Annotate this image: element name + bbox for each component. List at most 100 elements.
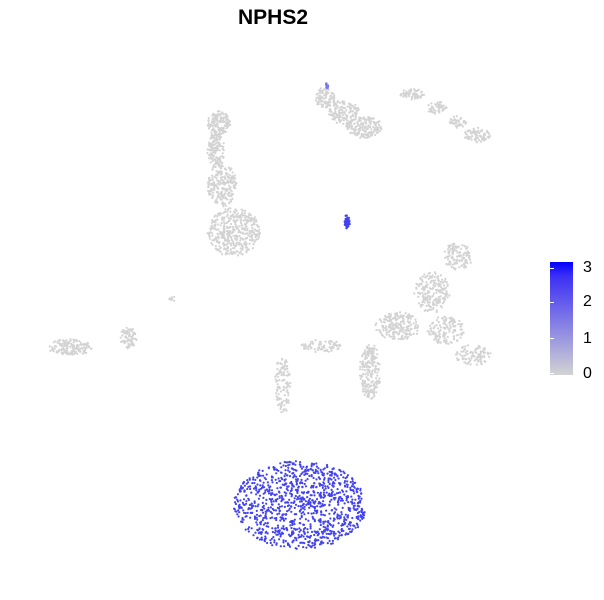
umap-point (468, 357, 471, 360)
umap-point (238, 506, 241, 509)
umap-point (336, 517, 339, 520)
umap-point (323, 467, 326, 470)
umap-point (423, 273, 426, 276)
umap-point (134, 337, 137, 341)
umap-point (223, 187, 227, 190)
umap-point (247, 248, 250, 251)
umap-point (51, 348, 55, 351)
umap-point (362, 124, 365, 127)
umap-point (247, 234, 250, 237)
umap-point (340, 534, 343, 537)
umap-point (385, 329, 388, 332)
umap-point (78, 347, 81, 350)
umap-point (219, 144, 222, 147)
umap-point (312, 517, 315, 520)
umap-point (338, 101, 341, 104)
umap-point (321, 348, 324, 351)
umap-point (297, 485, 300, 488)
umap-point (129, 329, 132, 332)
umap-point (218, 183, 221, 186)
umap-point (473, 359, 476, 362)
umap-point (404, 336, 407, 339)
umap-point (226, 208, 230, 211)
umap-point (243, 212, 246, 215)
umap-point (275, 468, 278, 471)
umap-point (457, 358, 460, 361)
umap-point (262, 517, 265, 520)
umap-point (240, 208, 243, 211)
umap-point (440, 104, 443, 107)
umap-point (337, 347, 340, 350)
umap-point (338, 112, 341, 115)
umap-point (313, 530, 316, 533)
umap-point (293, 474, 296, 477)
umap-point (253, 223, 256, 226)
umap-point (229, 207, 232, 210)
umap-point (216, 190, 219, 194)
umap-point (298, 510, 301, 513)
umap-point (232, 177, 235, 180)
umap-point (216, 149, 219, 152)
umap-point (295, 480, 298, 483)
umap-point (476, 347, 479, 350)
umap-point (328, 539, 331, 543)
umap-point (342, 122, 345, 125)
umap-point (221, 195, 224, 198)
umap-point (222, 203, 225, 206)
umap-point (217, 162, 220, 165)
umap-point (321, 486, 324, 489)
umap-point (321, 473, 324, 476)
umap-point (119, 336, 122, 339)
umap-point (397, 337, 400, 341)
umap-point (250, 491, 253, 494)
umap-point (217, 237, 220, 240)
umap-point (435, 319, 439, 322)
umap-point (271, 481, 274, 484)
umap-point (339, 499, 342, 502)
umap-point (363, 120, 366, 123)
umap-point (350, 495, 353, 498)
umap-point (228, 252, 231, 255)
umap-point (295, 475, 298, 478)
umap-point (234, 502, 237, 506)
umap-point (240, 252, 243, 256)
umap-point (377, 368, 380, 371)
cluster-10-points (343, 214, 351, 230)
umap-point (449, 247, 452, 250)
umap-point (301, 486, 304, 489)
umap-point (319, 468, 322, 471)
umap-point (379, 331, 382, 334)
umap-point (340, 473, 343, 476)
umap-point (283, 374, 286, 377)
umap-point (361, 365, 364, 368)
umap-point (318, 494, 321, 497)
umap-point (389, 313, 392, 316)
umap-point (360, 510, 363, 514)
umap-point (238, 488, 241, 492)
umap-point (219, 224, 222, 227)
umap-point (442, 339, 445, 342)
umap-point (376, 382, 379, 385)
legend-tick-mark-2 (550, 302, 554, 303)
umap-point (326, 463, 329, 467)
umap-point (352, 485, 355, 488)
umap-point (367, 344, 370, 347)
umap-point (300, 467, 304, 470)
umap-point (399, 314, 402, 317)
umap-point (371, 370, 374, 373)
umap-point (229, 200, 232, 203)
umap-point (211, 239, 214, 242)
umap-point (283, 394, 286, 397)
umap-point (340, 119, 343, 122)
umap-point (429, 306, 432, 309)
umap-point (303, 542, 306, 545)
umap-point (406, 320, 409, 323)
umap-point (294, 547, 297, 550)
umap-point (72, 338, 75, 341)
umap-point (251, 247, 254, 250)
umap-point (234, 252, 237, 255)
umap-point (211, 243, 214, 246)
legend-tick-mark-0 (550, 373, 554, 374)
umap-point (245, 251, 248, 254)
umap-point (295, 513, 298, 516)
